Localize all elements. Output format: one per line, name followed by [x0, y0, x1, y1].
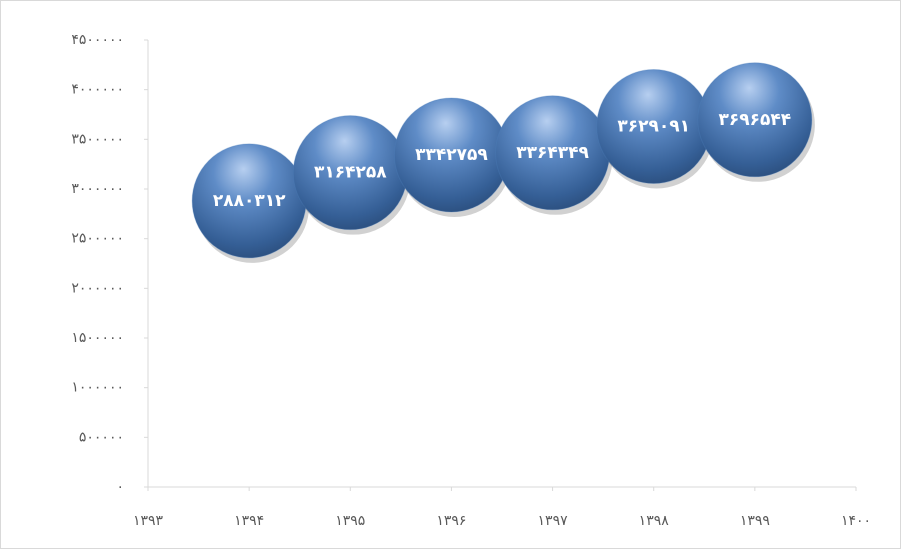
y-tick-label: ۳۵۰۰۰۰۰ — [71, 131, 124, 147]
data-label: ۳۳۶۴۳۴۹ — [516, 143, 589, 163]
x-tick-label: ۱۳۹۵ — [335, 513, 365, 529]
x-tick-label: ۱۴۰۰ — [841, 513, 871, 529]
y-tick-label: ۳۰۰۰۰۰۰ — [71, 181, 124, 197]
x-tick-label: ۱۳۹۳ — [133, 513, 164, 529]
x-tick-label: ۱۳۹۹ — [740, 513, 770, 529]
data-label: ۳۳۴۲۷۵۹ — [415, 145, 488, 165]
x-tick-label: ۱۳۹۶ — [436, 513, 466, 529]
y-tick-label: ۴۰۰۰۰۰۰ — [71, 82, 124, 98]
data-label: ۲۸۸۰۳۱۲ — [213, 191, 286, 211]
y-tick-label: ۵۰۰۰۰۰ — [79, 429, 124, 445]
y-tick-label: ۲۵۰۰۰۰۰ — [71, 231, 124, 247]
data-label: ۳۶۲۹۰۹۱ — [617, 117, 690, 137]
y-tick-label: ۴۵۰۰۰۰۰ — [71, 32, 124, 48]
y-tick-label: ۰ — [116, 479, 124, 495]
x-tick-label: ۱۳۹۸ — [639, 513, 670, 529]
bubble — [697, 62, 813, 178]
x-tick-label: ۱۳۹۴ — [234, 513, 264, 529]
y-tick-label: ۱۵۰۰۰۰۰ — [71, 330, 124, 346]
data-label: ۳۱۶۴۲۵۸ — [314, 163, 387, 183]
y-tick-label: ۲۰۰۰۰۰۰ — [71, 280, 124, 296]
x-tick-label: ۱۳۹۷ — [538, 513, 569, 529]
data-label: ۳۶۹۶۵۴۴ — [719, 110, 792, 130]
y-tick-label: ۱۰۰۰۰۰۰ — [71, 380, 124, 396]
